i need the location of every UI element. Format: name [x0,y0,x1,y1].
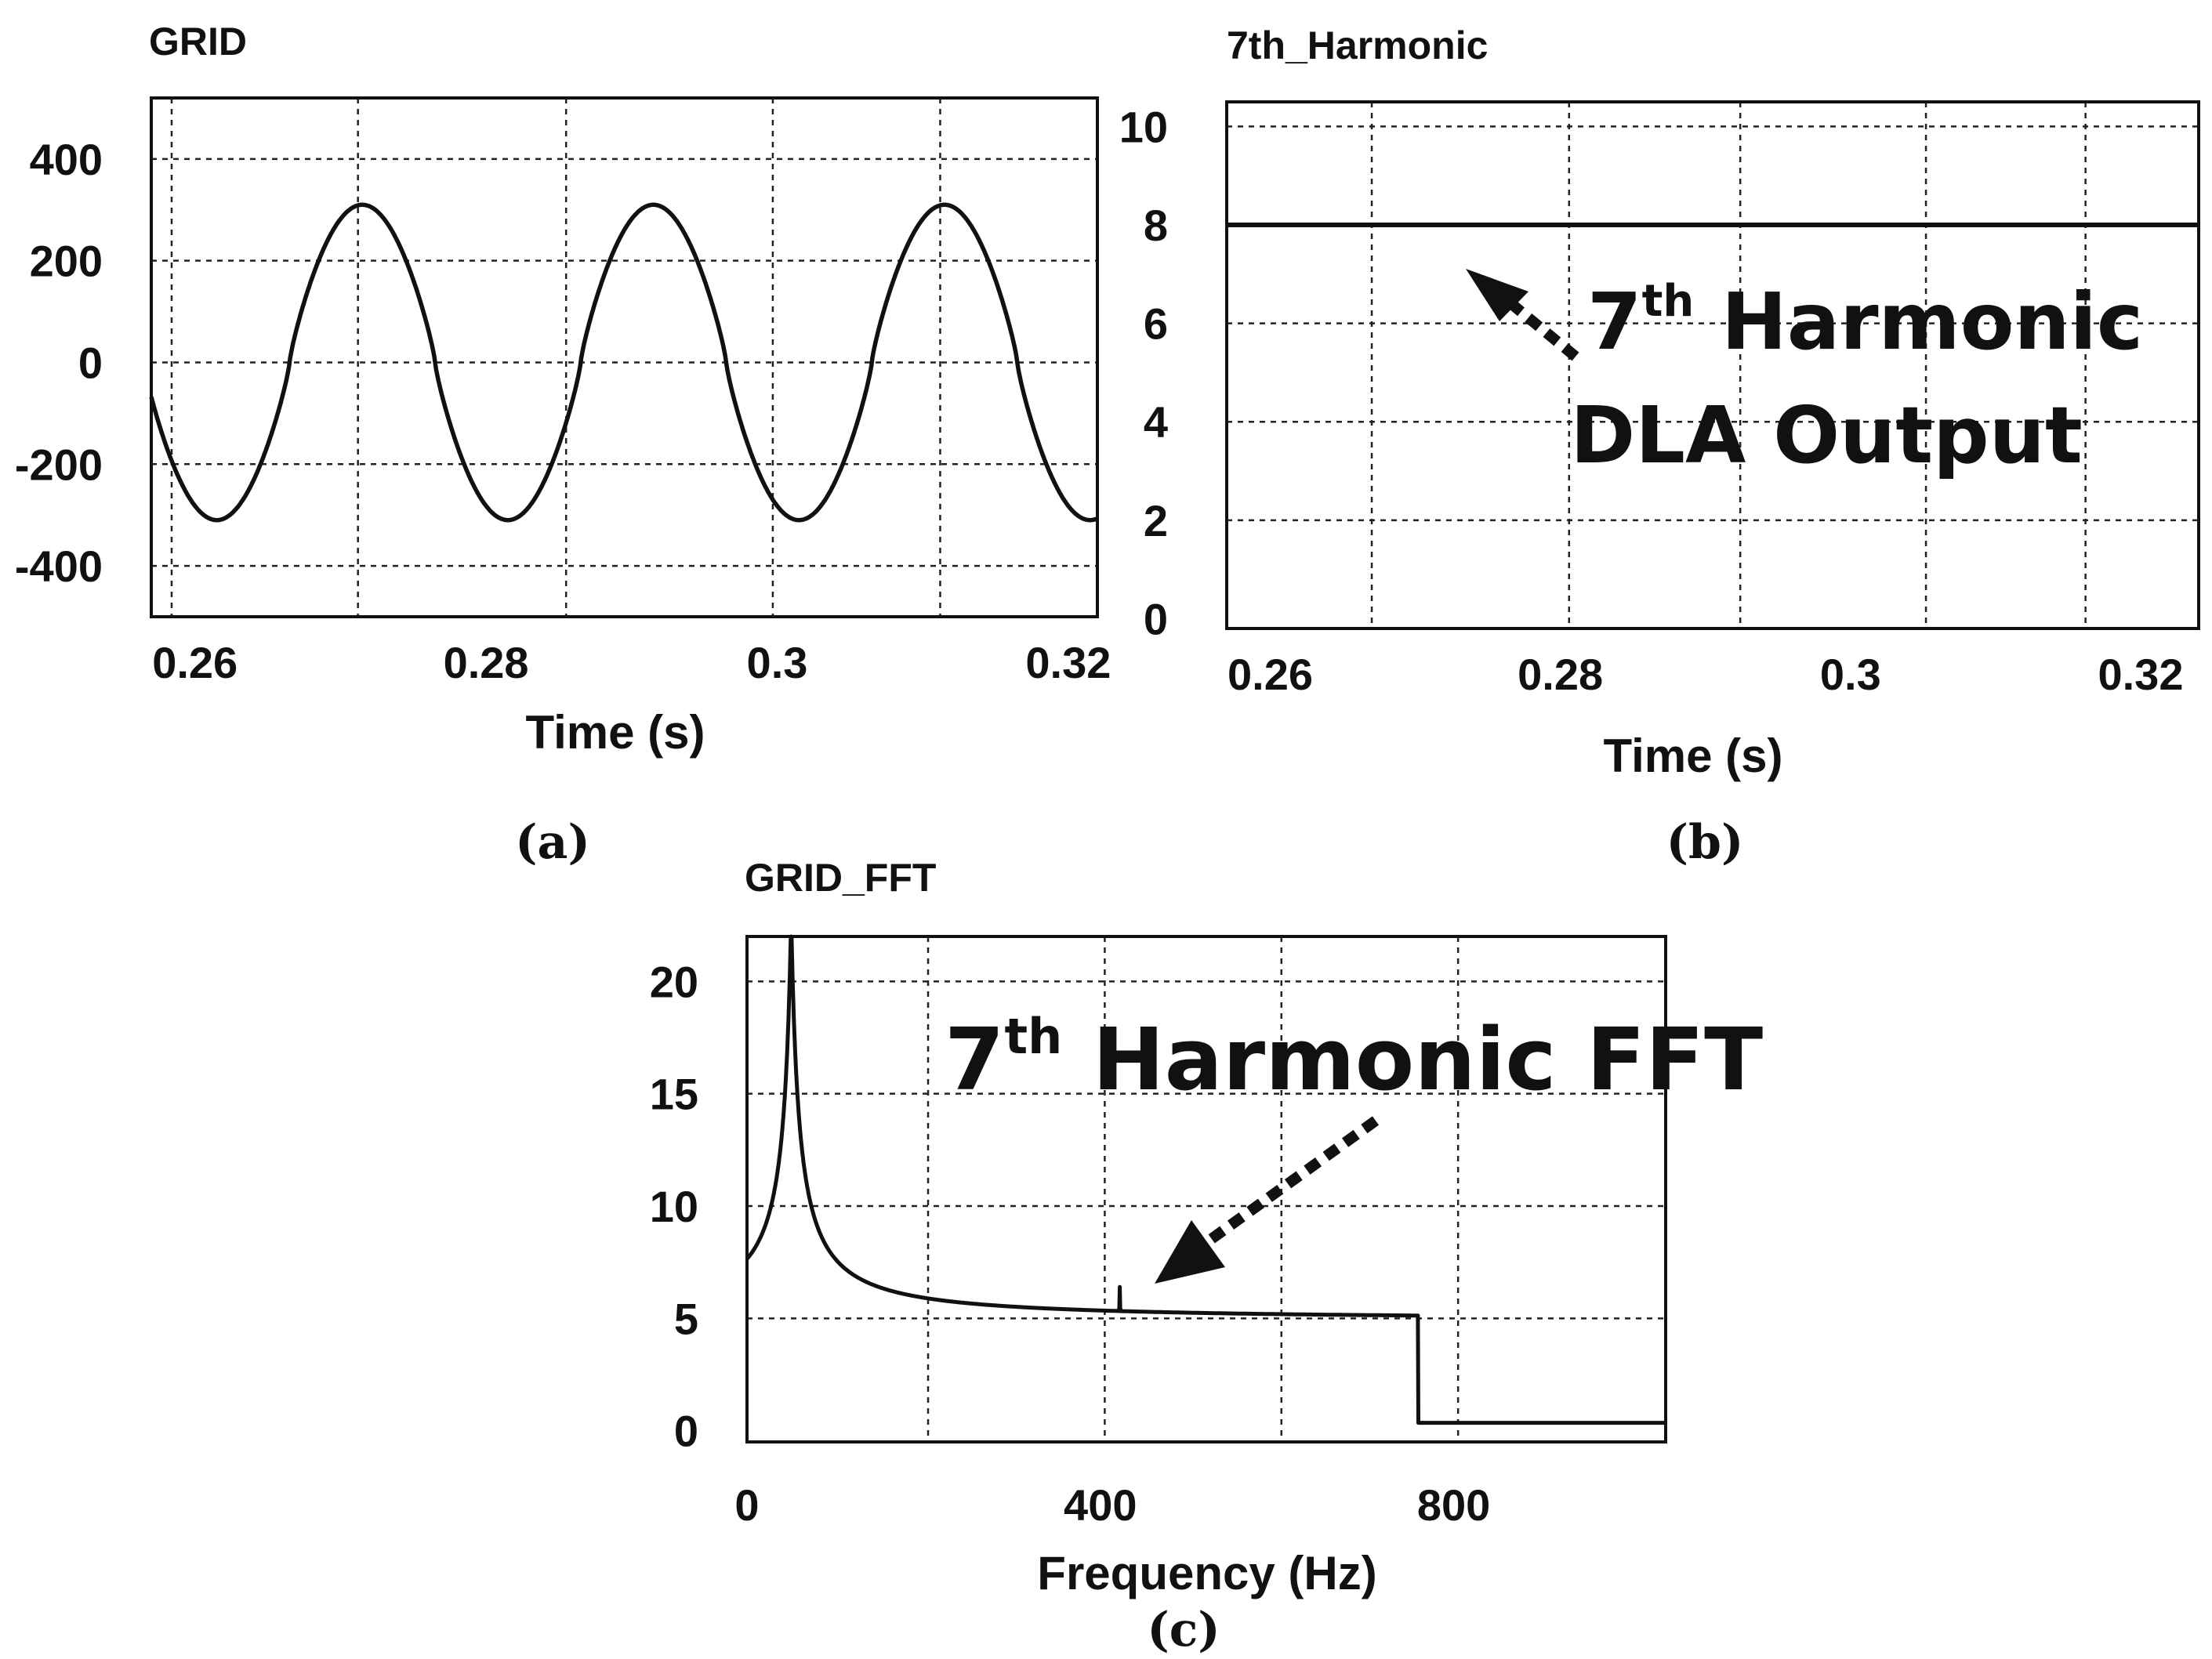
panel-c-x-tick-label: 0 [734,1480,759,1530]
panel-c-y-tick-label: 15 [650,1070,698,1119]
panel-a-plot-frame [150,96,1099,618]
panel-b-caption: (b) [1666,815,1744,870]
panel-b-y-tick-label: 4 [1144,397,1168,447]
panel-b-annotation-line2: DLA Output [1570,389,2083,481]
panel-b-x-tick-labels: 0.26 0.28 0.3 0.32 [1227,650,2183,699]
panel-b-annotation-arrow [1466,269,1579,361]
panel-a-x-axis-label: Time (s) [526,706,705,759]
panel-c-grid [747,936,1666,1442]
panel-c-y-tick-labels: 20 15 10 5 0 [650,957,698,1455]
panel-a-caption: (a) [515,815,590,870]
panel-a-x-tick-label: 0.26 [152,638,238,687]
panel-a-y-tick-label: 0 [78,338,103,387]
panel-a-y-tick-label: -200 [15,440,103,489]
panel-a-y-tick-label: 400 [30,135,103,184]
panel-c-annotation: 7th Harmonic FFT [945,1008,1763,1110]
panel-a-title: GRID [149,20,247,63]
panel-b-y-tick-label: 6 [1144,299,1168,349]
panel-c-x-tick-labels: 0 400 800 [734,1480,1490,1530]
panel-a-y-tick-label: -400 [15,542,103,591]
panel-b-y-tick-labels: 10 8 6 4 2 0 [1119,102,1168,643]
panel-c-y-tick-label: 0 [674,1407,698,1456]
panel-c-x-tick-label: 800 [1417,1480,1490,1530]
panel-c: GRID_FFT 20 15 10 5 0 0 400 800 Frequenc… [650,856,1763,1657]
panel-c-plot-frame [745,935,1667,1443]
panel-c-y-tick-label: 10 [650,1182,698,1231]
panel-a-series-line [149,202,1099,523]
panel-a-x-tick-label: 0.32 [1025,638,1111,687]
panel-b-y-tick-label: 8 [1144,201,1168,250]
panel-b-title: 7th_Harmonic [1227,24,1488,67]
panel-c-x-tick-label: 400 [1064,1480,1137,1530]
panel-b-x-tick-label: 0.32 [2098,650,2183,699]
panel-c-y-tick-label: 20 [650,957,698,1006]
panel-b-x-tick-label: 0.28 [1518,650,1603,699]
panel-a-y-tick-label: 200 [30,237,103,286]
panel-c-annotation-arrow [1155,1116,1380,1284]
panel-b-y-tick-label: 2 [1144,496,1168,545]
panel-a: GRID 400 200 0 -200 -400 0.26 0.28 0.3 0… [15,20,1111,870]
panel-b-plot-frame [1225,100,2200,630]
panel-b-annotation-line1: 7th Harmonic [1587,276,2143,368]
panel-b: 7th_Harmonic 10 8 6 4 2 0 0.26 0.28 0.3 … [1119,24,2200,870]
panel-b-x-tick-label: 0.26 [1227,650,1313,699]
panel-a-x-tick-labels: 0.26 0.28 0.3 0.32 [152,638,1111,687]
panel-c-x-axis-label: Frequency (Hz) [1037,1547,1376,1599]
panel-c-series-line [745,934,1667,1425]
panel-a-y-tick-labels: 400 200 0 -200 -400 [15,135,103,591]
panel-a-x-tick-label: 0.28 [444,638,529,687]
panel-c-title: GRID_FFT [745,856,936,900]
panel-a-grid [151,98,1099,617]
panel-b-x-axis-label: Time (s) [1604,730,1783,782]
panel-c-y-tick-label: 5 [674,1294,698,1343]
panel-b-x-tick-label: 0.3 [1820,650,1881,699]
panel-b-y-tick-label: 10 [1119,102,1168,151]
panel-a-x-tick-label: 0.3 [747,638,808,687]
panel-b-y-tick-label: 0 [1144,594,1168,643]
panel-c-caption: (c) [1147,1603,1220,1657]
